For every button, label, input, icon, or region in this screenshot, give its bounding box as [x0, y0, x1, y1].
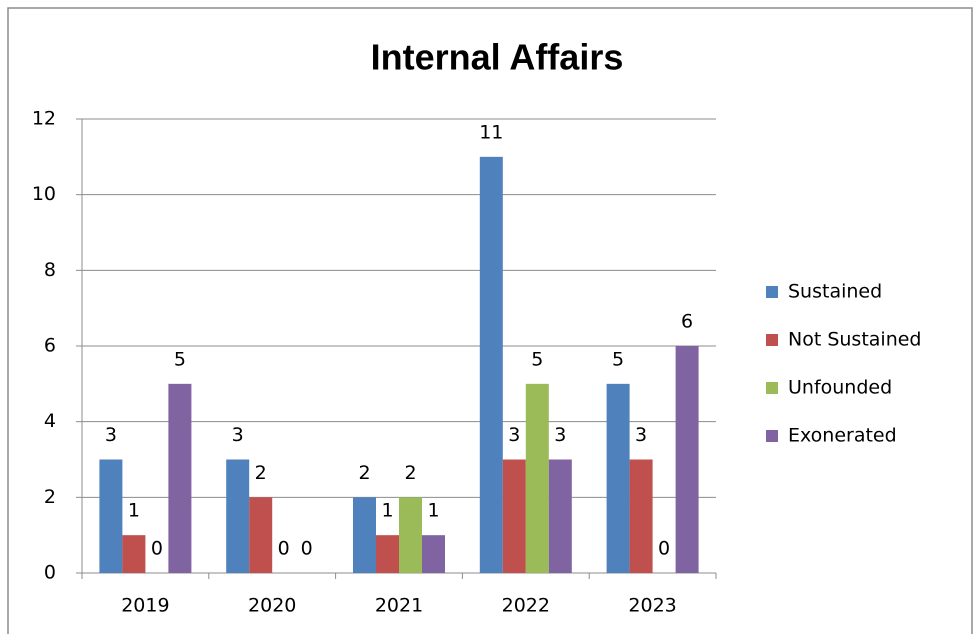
legend-swatch — [766, 334, 778, 346]
x-tick-label: 2022 — [502, 595, 550, 617]
bar — [606, 383, 630, 573]
bar — [353, 497, 376, 573]
bar — [249, 497, 273, 573]
bar — [376, 535, 399, 573]
y-tick-label: 6 — [44, 335, 56, 357]
y-tick-label: 4 — [44, 410, 56, 432]
bar — [226, 459, 250, 573]
value-label: 3 — [554, 424, 566, 446]
bar — [479, 156, 503, 574]
bar — [502, 459, 526, 573]
bar — [99, 459, 123, 573]
value-label: 6 — [681, 311, 693, 333]
bar — [629, 459, 653, 573]
value-label: 1 — [427, 500, 439, 522]
bar — [525, 383, 549, 573]
value-label: 3 — [105, 424, 117, 446]
bar — [675, 346, 699, 573]
y-tick-label: 2 — [44, 486, 56, 508]
value-label: 11 — [479, 121, 503, 143]
x-tick-label: 2021 — [375, 595, 423, 617]
value-label: 5 — [174, 348, 186, 370]
bar — [122, 535, 146, 573]
value-label: 2 — [255, 462, 267, 484]
y-tick-label: 8 — [44, 259, 56, 281]
legend-swatch — [766, 382, 778, 394]
bar — [422, 535, 445, 573]
value-label: 0 — [658, 538, 670, 560]
bar — [168, 383, 192, 573]
value-label: 2 — [404, 462, 416, 484]
value-label: 0 — [301, 538, 313, 560]
value-label: 2 — [358, 462, 370, 484]
legend-text: Exonerated — [788, 425, 897, 447]
value-label: 3 — [508, 424, 520, 446]
legend-text: Unfounded — [788, 377, 892, 399]
legend-text: Sustained — [788, 281, 882, 303]
value-label: 0 — [278, 538, 290, 560]
chart-title: Internal Affairs — [371, 37, 624, 78]
value-label: 5 — [531, 348, 543, 370]
y-tick-label: 10 — [32, 183, 56, 205]
value-label: 1 — [128, 500, 140, 522]
value-label: 3 — [232, 424, 244, 446]
x-tick-label: 2019 — [121, 595, 169, 617]
x-tick-label: 2023 — [628, 595, 676, 617]
x-tick-label: 2020 — [248, 595, 296, 617]
value-label: 5 — [612, 348, 624, 370]
bar — [399, 497, 422, 573]
value-label: 0 — [151, 538, 163, 560]
value-label: 3 — [635, 424, 647, 446]
y-tick-label: 12 — [32, 108, 56, 130]
value-label: 1 — [381, 500, 393, 522]
legend-swatch — [766, 430, 778, 442]
legend-swatch — [766, 286, 778, 298]
bar — [548, 459, 572, 573]
y-tick-label: 0 — [44, 562, 56, 584]
legend-text: Not Sustained — [788, 329, 922, 351]
